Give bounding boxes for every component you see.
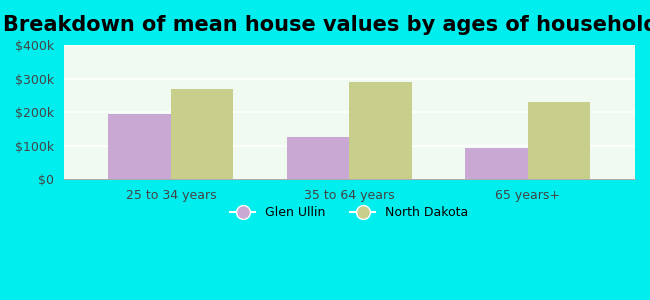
- Legend: Glen Ullin, North Dakota: Glen Ullin, North Dakota: [225, 201, 474, 224]
- Bar: [109, 114, 171, 179]
- Bar: [350, 82, 412, 179]
- Title: Breakdown of mean house values by ages of householders: Breakdown of mean house values by ages o…: [3, 15, 650, 35]
- Bar: [528, 102, 590, 179]
- Bar: [287, 137, 350, 179]
- Bar: [465, 148, 528, 179]
- Bar: [171, 88, 233, 179]
